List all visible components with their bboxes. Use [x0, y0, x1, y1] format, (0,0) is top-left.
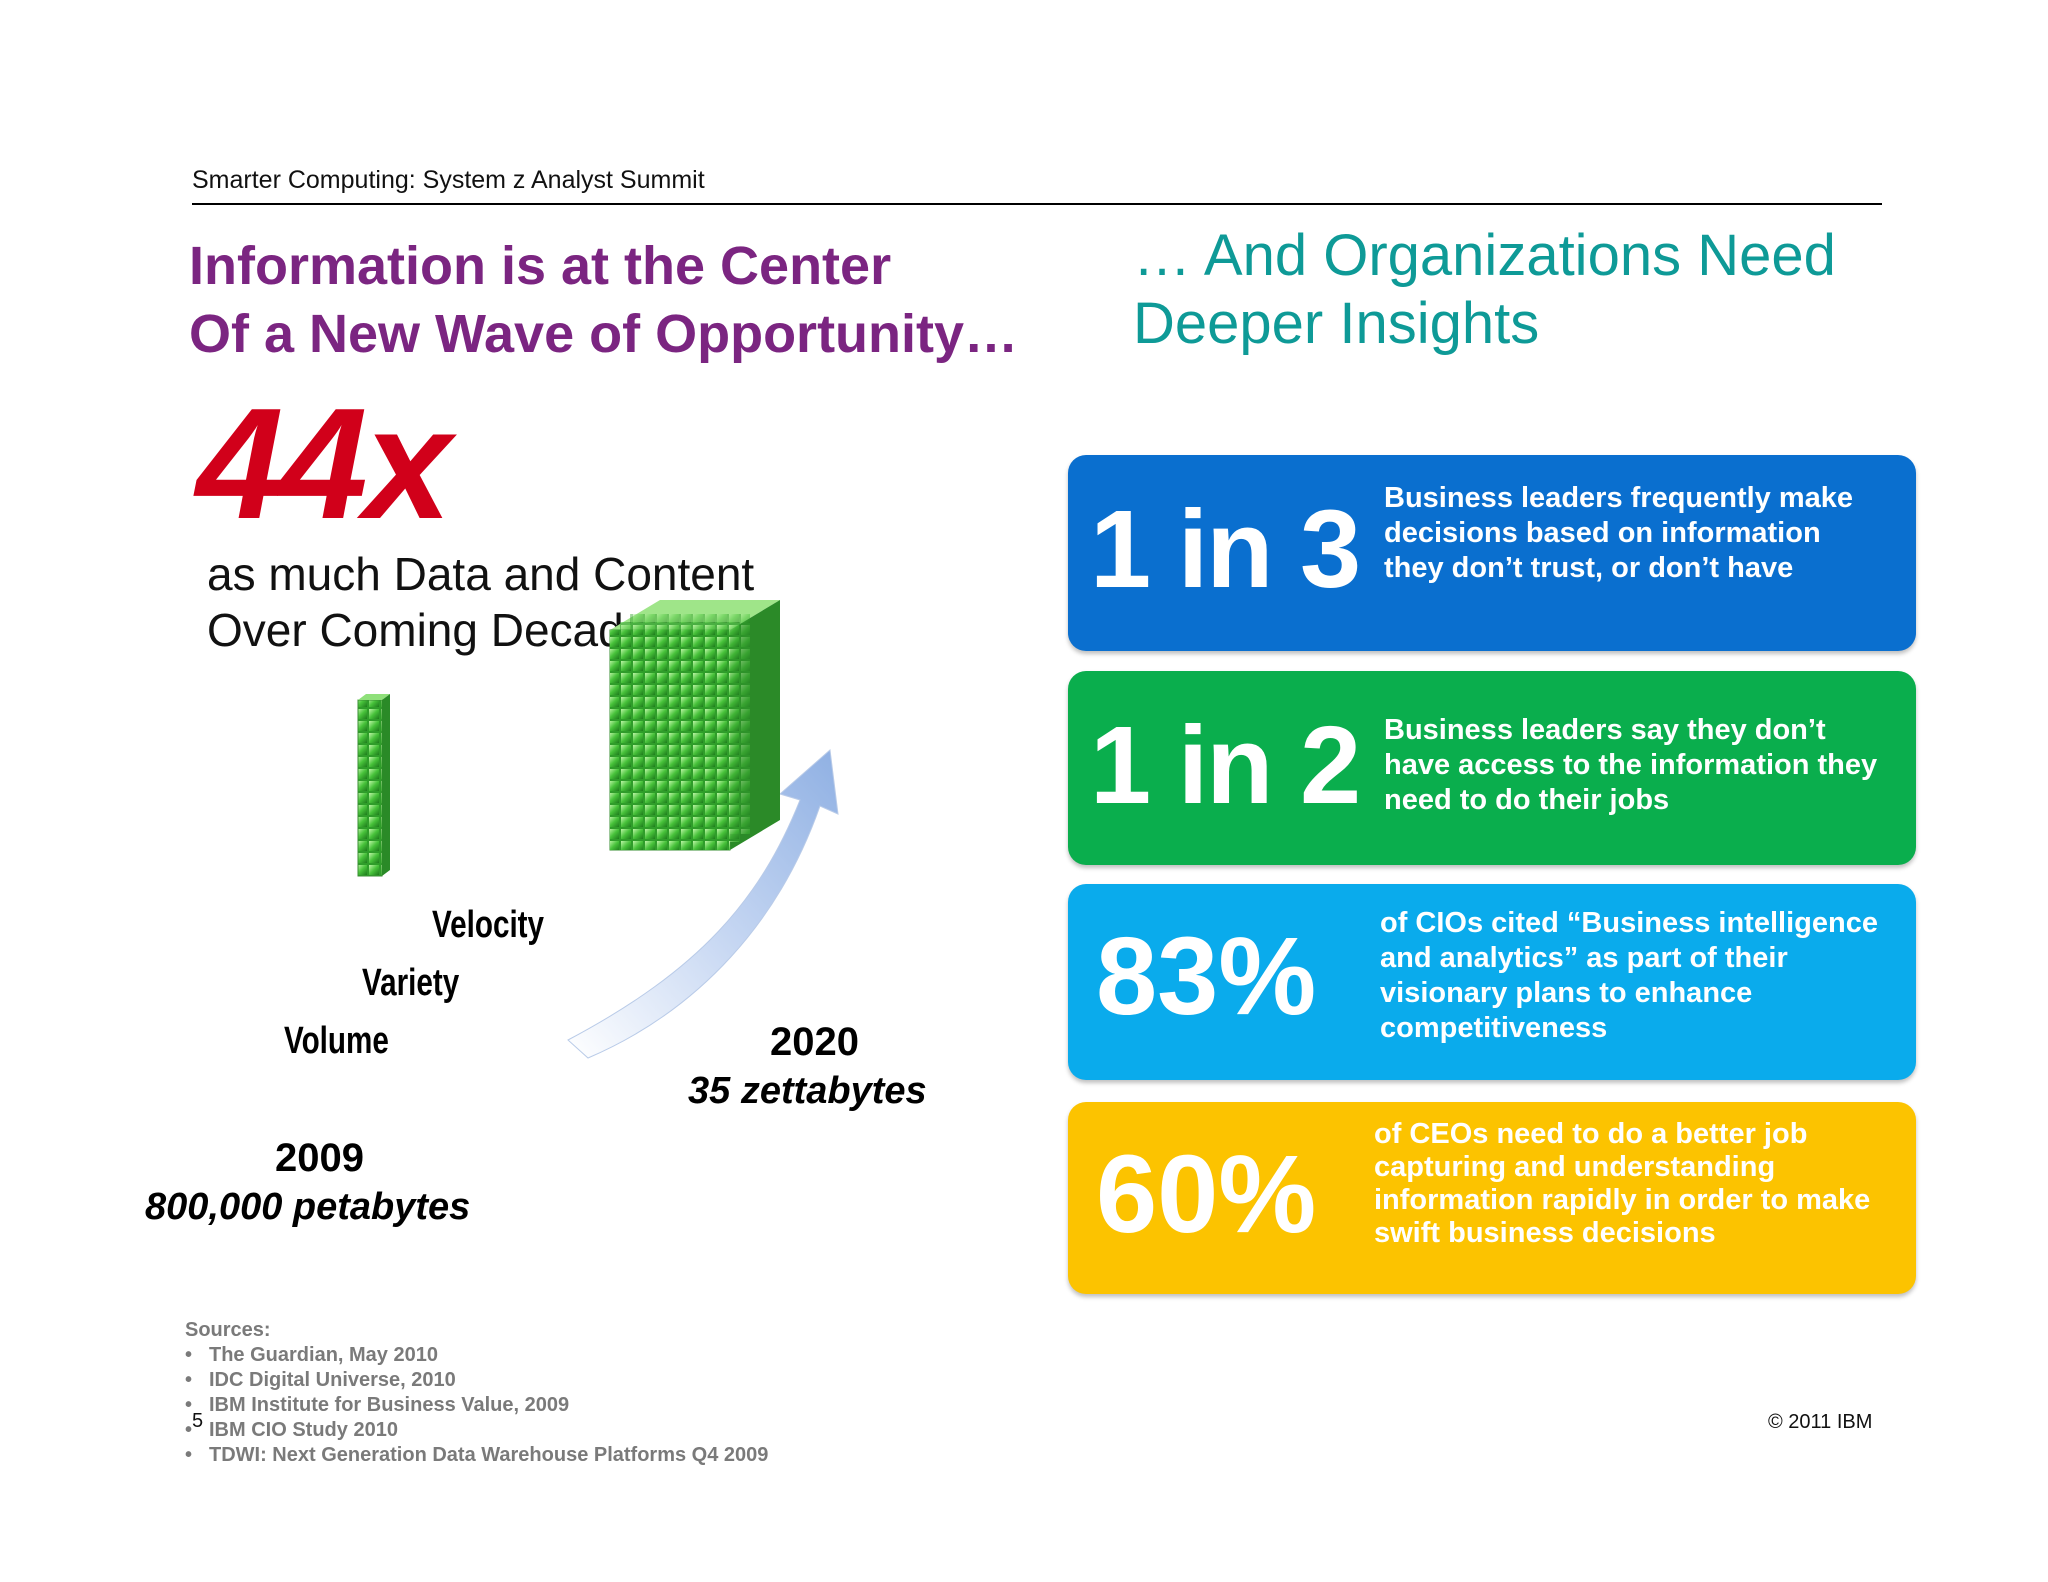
source-item: The Guardian, May 2010: [185, 1343, 768, 1368]
growth-description-line2: Over Coming Decade: [207, 604, 650, 656]
label-volume: Volume: [284, 1020, 389, 1062]
page-number: 5: [192, 1410, 204, 1432]
left-heading-line1: Information is at the Center: [189, 236, 892, 296]
ibm-logo: IBM: [1758, 140, 1880, 190]
left-heading: Information is at the Center Of a New Wa…: [189, 232, 1018, 368]
stat-card-1-value: 1 in 3: [1090, 488, 1361, 611]
stat-card-3-text: of CIOs cited “Business intelligence and…: [1380, 907, 1878, 1044]
stat-card-2-value: 1 in 2: [1090, 704, 1361, 827]
large-cube-stack-icon: [609, 600, 780, 851]
data-growth-illustration: [357, 600, 839, 1059]
logo-text: IBM: [1758, 140, 1880, 190]
year-2009: 2009: [275, 1136, 364, 1180]
stat-card-3-value: 83%: [1096, 915, 1317, 1038]
sources-label: Sources:: [185, 1319, 271, 1341]
growth-multiplier: 44x: [196, 376, 452, 552]
growth-description-line1: as much Data and Content: [207, 548, 755, 600]
stat-card-1-text: Business leaders frequently make decisio…: [1384, 482, 1854, 584]
source-item: TDWI: Next Generation Data Warehouse Pla…: [185, 1443, 768, 1468]
sources-list: The Guardian, May 2010 IDC Digital Unive…: [185, 1343, 768, 1468]
source-item: IBM CIO Study 2010: [185, 1418, 768, 1443]
source-item: IBM Institute for Business Value, 2009: [185, 1393, 768, 1418]
small-cube-stack-icon: [357, 699, 383, 877]
sources: Sources: The Guardian, May 2010 IDC Digi…: [185, 1318, 768, 1468]
stat-card-4-value: 60%: [1096, 1133, 1317, 1256]
stat-card-2-text: Business leaders say they don’t have acc…: [1384, 714, 1878, 816]
label-velocity: Velocity: [432, 904, 545, 946]
source-item: IDC Digital Universe, 2010: [185, 1368, 768, 1393]
stat-card-4: 60% of CEOs need to do a better job capt…: [1068, 1102, 1916, 1294]
header-divider: [192, 203, 1882, 205]
stat-card-1: 1 in 3 Business leaders frequently make …: [1068, 455, 1916, 651]
amount-2009: 800,000 petabytes: [145, 1186, 471, 1228]
label-variety: Variety: [362, 962, 460, 1004]
growth-arrow-icon: [567, 749, 839, 1059]
stat-card-2: 1 in 2 Business leaders say they don’t h…: [1068, 671, 1916, 865]
left-heading-line2: Of a New Wave of Opportunity…: [189, 304, 1019, 364]
amount-2020: 35 zettabytes: [688, 1070, 927, 1112]
growth-description: as much Data and Content Over Coming Dec…: [207, 546, 754, 658]
stat-card-3: 83% of CIOs cited “Business intelligence…: [1068, 884, 1916, 1080]
right-heading-line2: Deeper Insights: [1133, 291, 1540, 356]
right-heading-line1: … And Organizations Need: [1133, 223, 1836, 288]
right-heading: … And Organizations Need Deeper Insights: [1133, 222, 1836, 358]
year-2020: 2020: [770, 1020, 859, 1064]
stat-card-4-text: of CEOs need to do a better job capturin…: [1374, 1118, 1871, 1249]
header-title: Smarter Computing: System z Analyst Summ…: [192, 166, 705, 194]
copyright: © 2011 IBM: [1768, 1411, 1873, 1433]
